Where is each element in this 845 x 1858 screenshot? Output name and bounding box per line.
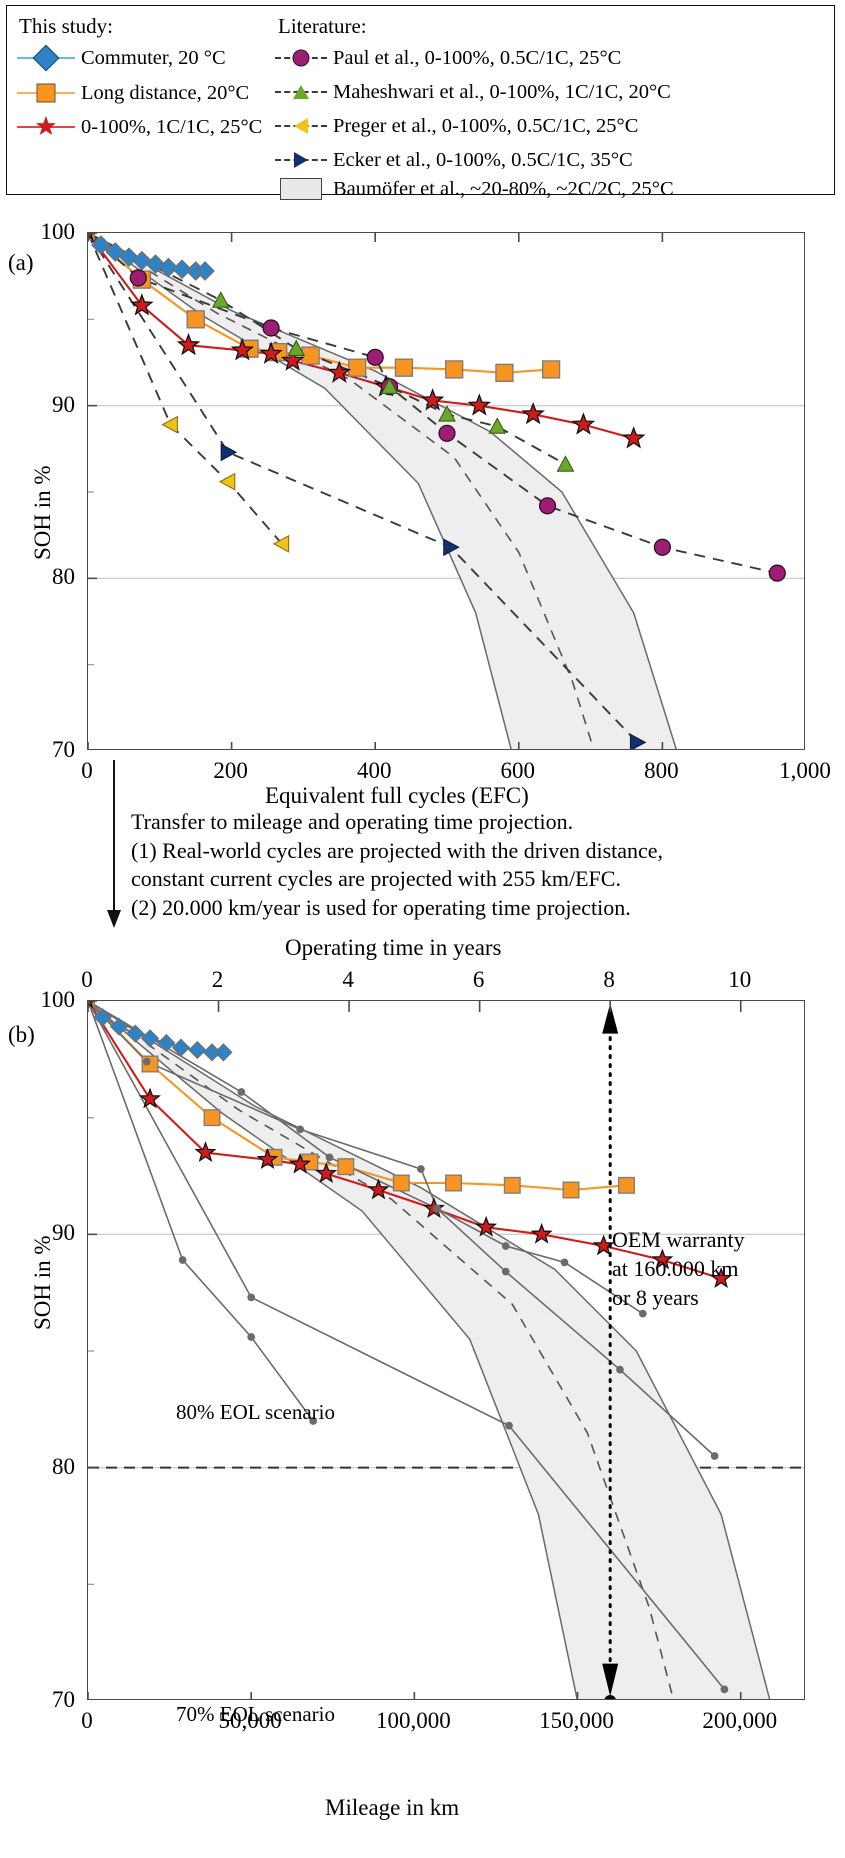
x-tick-label: 100,000 [375, 1708, 451, 1733]
legend-heading-literature: Literature: [278, 14, 367, 38]
panel-b-svg [88, 1001, 804, 1699]
cc-cycling-legend-key: ★ [17, 114, 75, 140]
maheshwari-legend-key [275, 79, 327, 105]
legend-item-paul[interactable]: Paul et al., 0-100%, 0.5C/1C, 25°C [275, 44, 621, 72]
legend-item-ecker[interactable]: Ecker et al., 0-100%, 0.5C/1C, 35°C [275, 146, 633, 174]
legend-item-preger[interactable]: Preger et al., 0-100%, 0.5C/1C, 25°C [275, 112, 638, 140]
top-x-tick-label: 6 [472, 967, 485, 992]
panel-b-tag: (b) [8, 1022, 35, 1047]
legend-item-long-distance[interactable]: Long distance, 20°C [17, 79, 249, 107]
x-tick-label: 50,000 [218, 1708, 282, 1733]
oem-line-3: or 8 years [612, 1285, 699, 1310]
triangle-right-icon [294, 152, 308, 168]
oem-warranty-annotation: OEM warranty at 160.000 km or 8 years [612, 1225, 745, 1312]
baumhofer-legend-key [275, 176, 327, 202]
legend-item-baumhofer[interactable]: Baumöfer et al., ~20-80%, ~2C/2C, 25°C [275, 177, 674, 201]
legend-heading-this-study: This study: [19, 14, 113, 38]
panel-a-plot-area[interactable] [87, 232, 805, 750]
legend-label-preger: Preger et al., 0-100%, 0.5C/1C, 25°C [333, 115, 639, 137]
panel-a-x-axis-title: Equivalent full cycles (EFC) [265, 783, 529, 808]
star-icon: ★ [34, 113, 58, 141]
triangle-left-icon [294, 118, 308, 134]
panel-b-y-axis-title: SOH in % [30, 1235, 55, 1330]
top-x-tick-label: 4 [342, 967, 354, 992]
legend-label-ecker: Ecker et al., 0-100%, 0.5C/1C, 35°C [333, 149, 633, 171]
x-tick-label: 400 [356, 758, 392, 783]
ecker-legend-key [275, 147, 327, 173]
transfer-arrow-icon [107, 760, 121, 928]
panel-a-tag: (a) [8, 250, 34, 275]
commuter-legend-key [17, 44, 75, 72]
legend-label-baumhofer: Baumöfer et al., ~20-80%, ~2C/2C, 25°C [333, 178, 674, 200]
panel-a-y-axis-title: SOH in % [30, 465, 55, 560]
x-tick-label: 800 [644, 758, 679, 783]
preger-legend-key [275, 113, 327, 139]
oem-line-1: OEM warranty [612, 1227, 745, 1252]
paul-legend-key [275, 45, 327, 71]
top-x-tick-label: 2 [211, 967, 224, 992]
x-tick-label: 0 [81, 1708, 93, 1733]
top-x-tick-label: 10 [728, 967, 752, 992]
triangle-up-icon [293, 85, 309, 99]
transfer-note: Transfer to mileage and operating time p… [131, 808, 663, 922]
x-tick-label: 1,000 [779, 758, 831, 783]
legend-label-paul: Paul et al., 0-100%, 0.5C/1C, 25°C [333, 47, 622, 69]
panel-b-top-axis-title: Operating time in years [285, 935, 502, 960]
legend-label-commuter: Commuter, 20 °C [81, 47, 226, 69]
legend-label-maheshwari: Maheshwari et al., 0-100%, 1C/1C, 20°C [333, 81, 671, 103]
oem-line-2: at 160.000 km [612, 1256, 739, 1281]
y-tick-label: 90 [52, 1220, 75, 1246]
transfer-note-line-3: constant current cycles are projected wi… [131, 866, 621, 891]
top-x-tick-label: 0 [81, 967, 93, 992]
panel-b-plot-area[interactable] [87, 1000, 805, 1700]
legend-item-commuter[interactable]: Commuter, 20 °C [17, 44, 226, 72]
eol-70-label: 70% EOL scenario [176, 1702, 335, 1726]
transfer-note-line-4: (2) 20.000 km/year is used for operating… [131, 894, 631, 920]
y-tick-label: 80 [52, 1453, 75, 1479]
x-tick-label: 200 [213, 758, 248, 783]
legend-item-maheshwari[interactable]: Maheshwari et al., 0-100%, 1C/1C, 20°C [275, 78, 671, 106]
legend-label-long-distance: Long distance, 20°C [81, 82, 250, 104]
x-tick-label: 200,000 [702, 1708, 778, 1733]
x-tick-label: 600 [500, 758, 536, 783]
y-tick-label: 100 [40, 219, 76, 244]
transfer-note-line-1: Transfer to mileage and operating time p… [131, 809, 574, 834]
y-tick-label: 80 [52, 564, 75, 590]
band-swatch-icon [280, 178, 322, 200]
x-tick-label: 0 [81, 758, 93, 783]
long-distance-legend-key [17, 80, 75, 106]
y-tick-label: 90 [52, 391, 75, 417]
legend-label-0-100-1c: 0-100%, 1C/1C, 25°C [81, 116, 263, 138]
transfer-note-line-2: (1) Real-world cycles are projected with… [131, 837, 664, 863]
legend-item-0-100-1c[interactable]: ★ 0-100%, 1C/1C, 25°C [17, 113, 262, 141]
x-tick-label: 150,000 [539, 1708, 614, 1733]
y-tick-label: 100 [40, 987, 76, 1012]
y-tick-label: 70 [52, 1687, 75, 1712]
eol-80-label: 80% EOL scenario [176, 1400, 335, 1424]
panel-a-svg [88, 233, 804, 749]
y-tick-label: 70 [52, 737, 75, 762]
top-x-tick-label: 8 [603, 967, 615, 992]
legend-box: This study: Literature: Commuter, 20 °C … [6, 5, 835, 200]
panel-b-x-axis-title: Mileage in km [325, 1795, 460, 1820]
